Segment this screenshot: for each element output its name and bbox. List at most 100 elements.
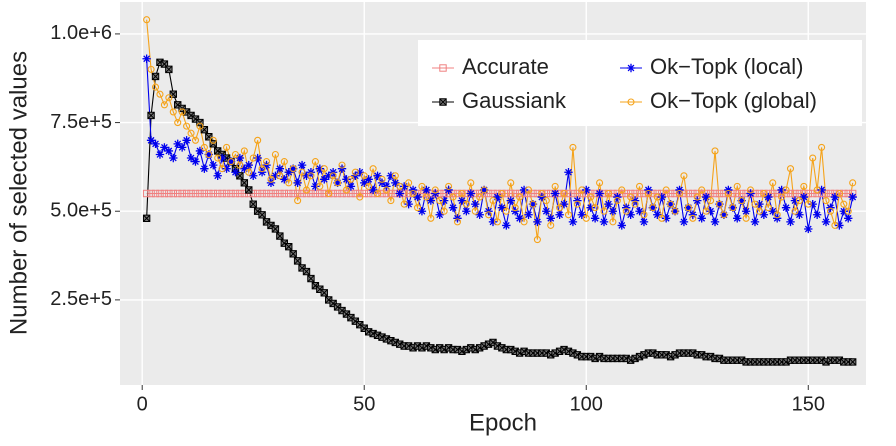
marker [520,218,528,226]
marker [733,182,741,190]
marker [427,214,435,222]
marker [209,136,217,144]
marker [666,199,675,209]
marker [559,199,569,209]
marker [245,186,253,194]
marker [715,189,724,198]
marker [480,186,488,194]
marker [547,221,555,229]
marker [364,175,373,184]
marker [302,189,311,198]
marker [649,204,657,212]
marker [373,171,382,180]
marker [462,200,470,208]
marker [516,193,524,201]
marker [533,189,542,198]
marker [418,182,426,190]
marker [297,160,307,170]
marker [724,189,732,198]
marker [334,179,342,187]
marker [271,189,280,198]
marker [298,189,306,198]
marker [231,189,240,198]
marker [844,207,852,215]
marker [675,189,684,198]
marker [395,189,404,198]
marker [746,186,755,194]
marker [689,189,697,198]
marker [711,189,719,198]
marker [200,143,208,151]
marker [360,172,368,180]
marker [550,189,560,198]
marker [276,172,284,180]
marker [213,189,222,198]
marker [661,214,671,223]
marker [631,200,639,208]
marker [599,217,609,227]
marker [839,207,848,216]
marker [324,171,333,180]
marker [715,199,724,209]
marker [498,189,506,198]
marker [223,143,231,151]
marker [715,200,724,208]
marker [657,192,666,202]
marker [177,143,187,152]
marker [635,189,644,198]
marker [635,207,644,216]
marker [466,189,475,198]
marker [542,189,550,198]
marker [315,164,325,173]
marker [302,171,311,180]
marker [422,193,430,201]
legend-box [418,40,862,126]
marker [667,200,675,208]
marker [338,161,346,169]
marker [729,189,737,198]
marker [777,185,786,195]
marker [409,189,417,198]
marker [311,158,319,166]
marker [227,158,235,166]
marker [849,179,857,187]
marker [209,160,218,170]
marker [582,214,590,222]
marker [227,189,235,198]
marker [453,218,462,226]
marker [662,189,670,198]
marker [800,182,808,190]
marker [671,189,679,198]
marker [488,217,498,227]
marker [750,217,760,227]
x-axis-title: Epoch [469,409,537,436]
marker [333,178,342,188]
marker [595,189,604,198]
marker [405,179,413,187]
marker [795,210,804,219]
y-tick-label: 2.5e+5 [50,288,112,310]
marker [196,122,204,130]
marker [791,207,799,215]
marker [262,189,271,198]
marker [578,189,586,198]
marker [174,189,182,198]
marker [293,189,302,198]
marker [369,165,377,173]
marker [609,218,617,226]
marker [738,197,746,205]
marker [143,16,151,24]
marker [205,189,213,198]
marker [404,189,413,198]
marker [489,197,497,205]
marker [338,189,346,198]
marker [587,193,595,201]
marker [169,189,177,198]
marker [200,164,209,173]
marker [489,189,497,198]
marker [618,186,626,194]
marker [436,197,444,205]
marker [569,143,577,151]
marker [764,192,773,202]
marker [391,172,399,180]
